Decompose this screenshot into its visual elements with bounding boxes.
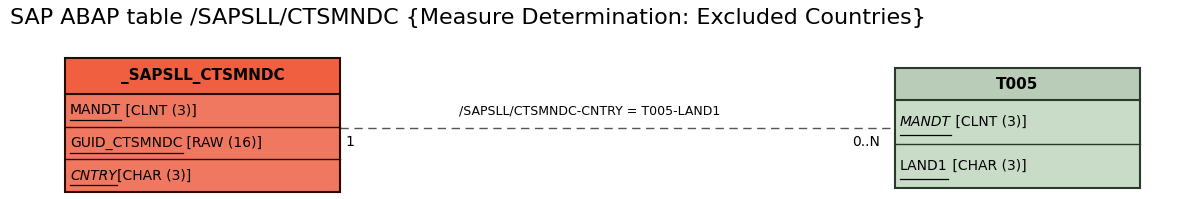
Text: LAND1: LAND1 <box>900 159 948 173</box>
Bar <box>894 144 1140 188</box>
Text: [CLNT (3)]: [CLNT (3)] <box>951 115 1027 129</box>
Text: CNTRY: CNTRY <box>70 169 117 183</box>
Text: _SAPSLL_CTSMNDC: _SAPSLL_CTSMNDC <box>120 68 284 84</box>
Text: [CLNT (3)]: [CLNT (3)] <box>122 103 197 117</box>
Bar <box>65 94 340 127</box>
Bar <box>65 58 340 94</box>
Text: [RAW (16)]: [RAW (16)] <box>183 136 262 150</box>
Text: [CHAR (3)]: [CHAR (3)] <box>117 169 191 183</box>
Bar <box>894 100 1140 144</box>
Text: 0..N: 0..N <box>852 135 880 149</box>
Bar <box>894 68 1140 188</box>
Bar <box>65 159 340 192</box>
Bar <box>894 68 1140 100</box>
Text: T005: T005 <box>996 77 1038 92</box>
Bar <box>65 127 340 159</box>
Text: [CHAR (3)]: [CHAR (3)] <box>948 159 1027 173</box>
Bar <box>65 58 340 192</box>
Text: MANDT: MANDT <box>70 103 122 117</box>
Text: MANDT: MANDT <box>900 115 951 129</box>
Text: GUID_CTSMNDC: GUID_CTSMNDC <box>70 136 183 150</box>
Text: /SAPSLL/CTSMNDC-CNTRY = T005-LAND1: /SAPSLL/CTSMNDC-CNTRY = T005-LAND1 <box>459 105 721 118</box>
Text: SAP ABAP table /SAPSLL/CTSMNDC {Measure Determination: Excluded Countries}: SAP ABAP table /SAPSLL/CTSMNDC {Measure … <box>9 8 926 28</box>
Text: 1: 1 <box>345 135 354 149</box>
